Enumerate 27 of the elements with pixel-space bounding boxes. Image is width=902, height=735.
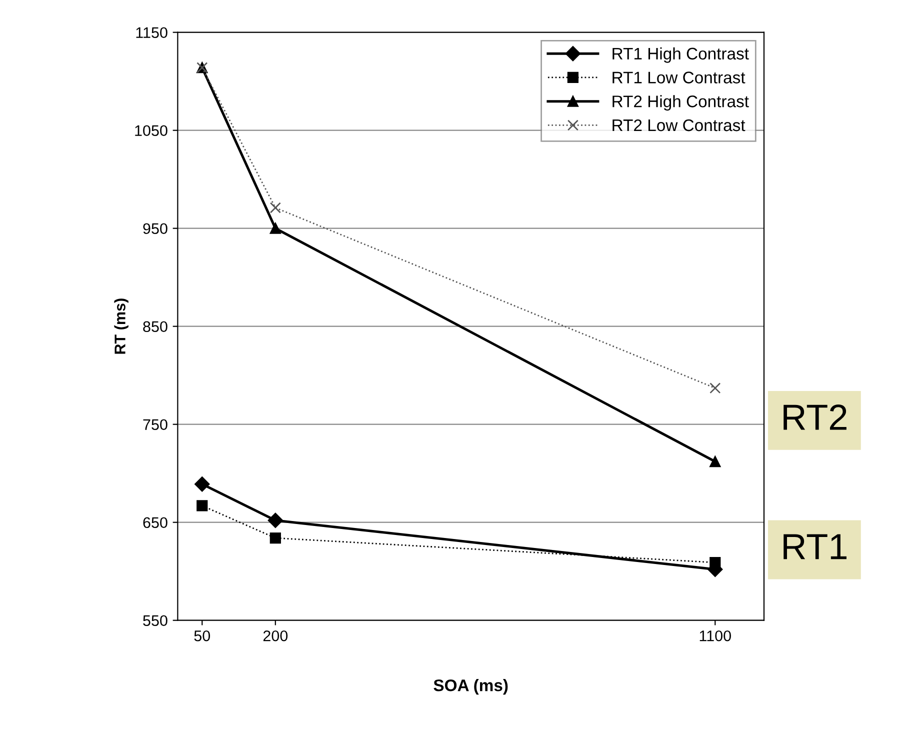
point — [196, 500, 208, 512]
point — [270, 532, 281, 544]
y-axis-title: RT (ms) — [114, 298, 128, 354]
point — [710, 456, 721, 468]
text: RT2 — [784, 404, 846, 430]
legend-label: RT2 Low Contrast — [612, 119, 746, 132]
point — [268, 512, 283, 528]
x-tick-label: 50 — [194, 630, 210, 642]
point — [270, 202, 281, 214]
y-tick-label: 750 — [143, 419, 168, 430]
x-tick-label: 200 — [263, 630, 288, 642]
point — [194, 476, 210, 492]
legend-label: RT1 High Contrast — [612, 47, 749, 63]
y-tick-label: 650 — [143, 517, 168, 528]
legend-label: RT1 Low Contrast — [612, 72, 746, 84]
y-tick-label: 550 — [143, 615, 168, 626]
point — [270, 222, 281, 234]
x-tick-label: 1100 — [700, 630, 731, 642]
y-tick-label: 850 — [143, 321, 168, 332]
y-tick-label: 950 — [143, 223, 168, 234]
text: RT1 — [784, 534, 846, 560]
y-tick-label: 1050 — [135, 125, 168, 136]
point — [710, 556, 721, 568]
legend-label: RT2 High Contrast — [612, 95, 749, 111]
y-tick-label: 1150 — [136, 27, 168, 38]
x-axis-title: SOA (ms) — [434, 679, 508, 695]
point — [710, 382, 721, 394]
